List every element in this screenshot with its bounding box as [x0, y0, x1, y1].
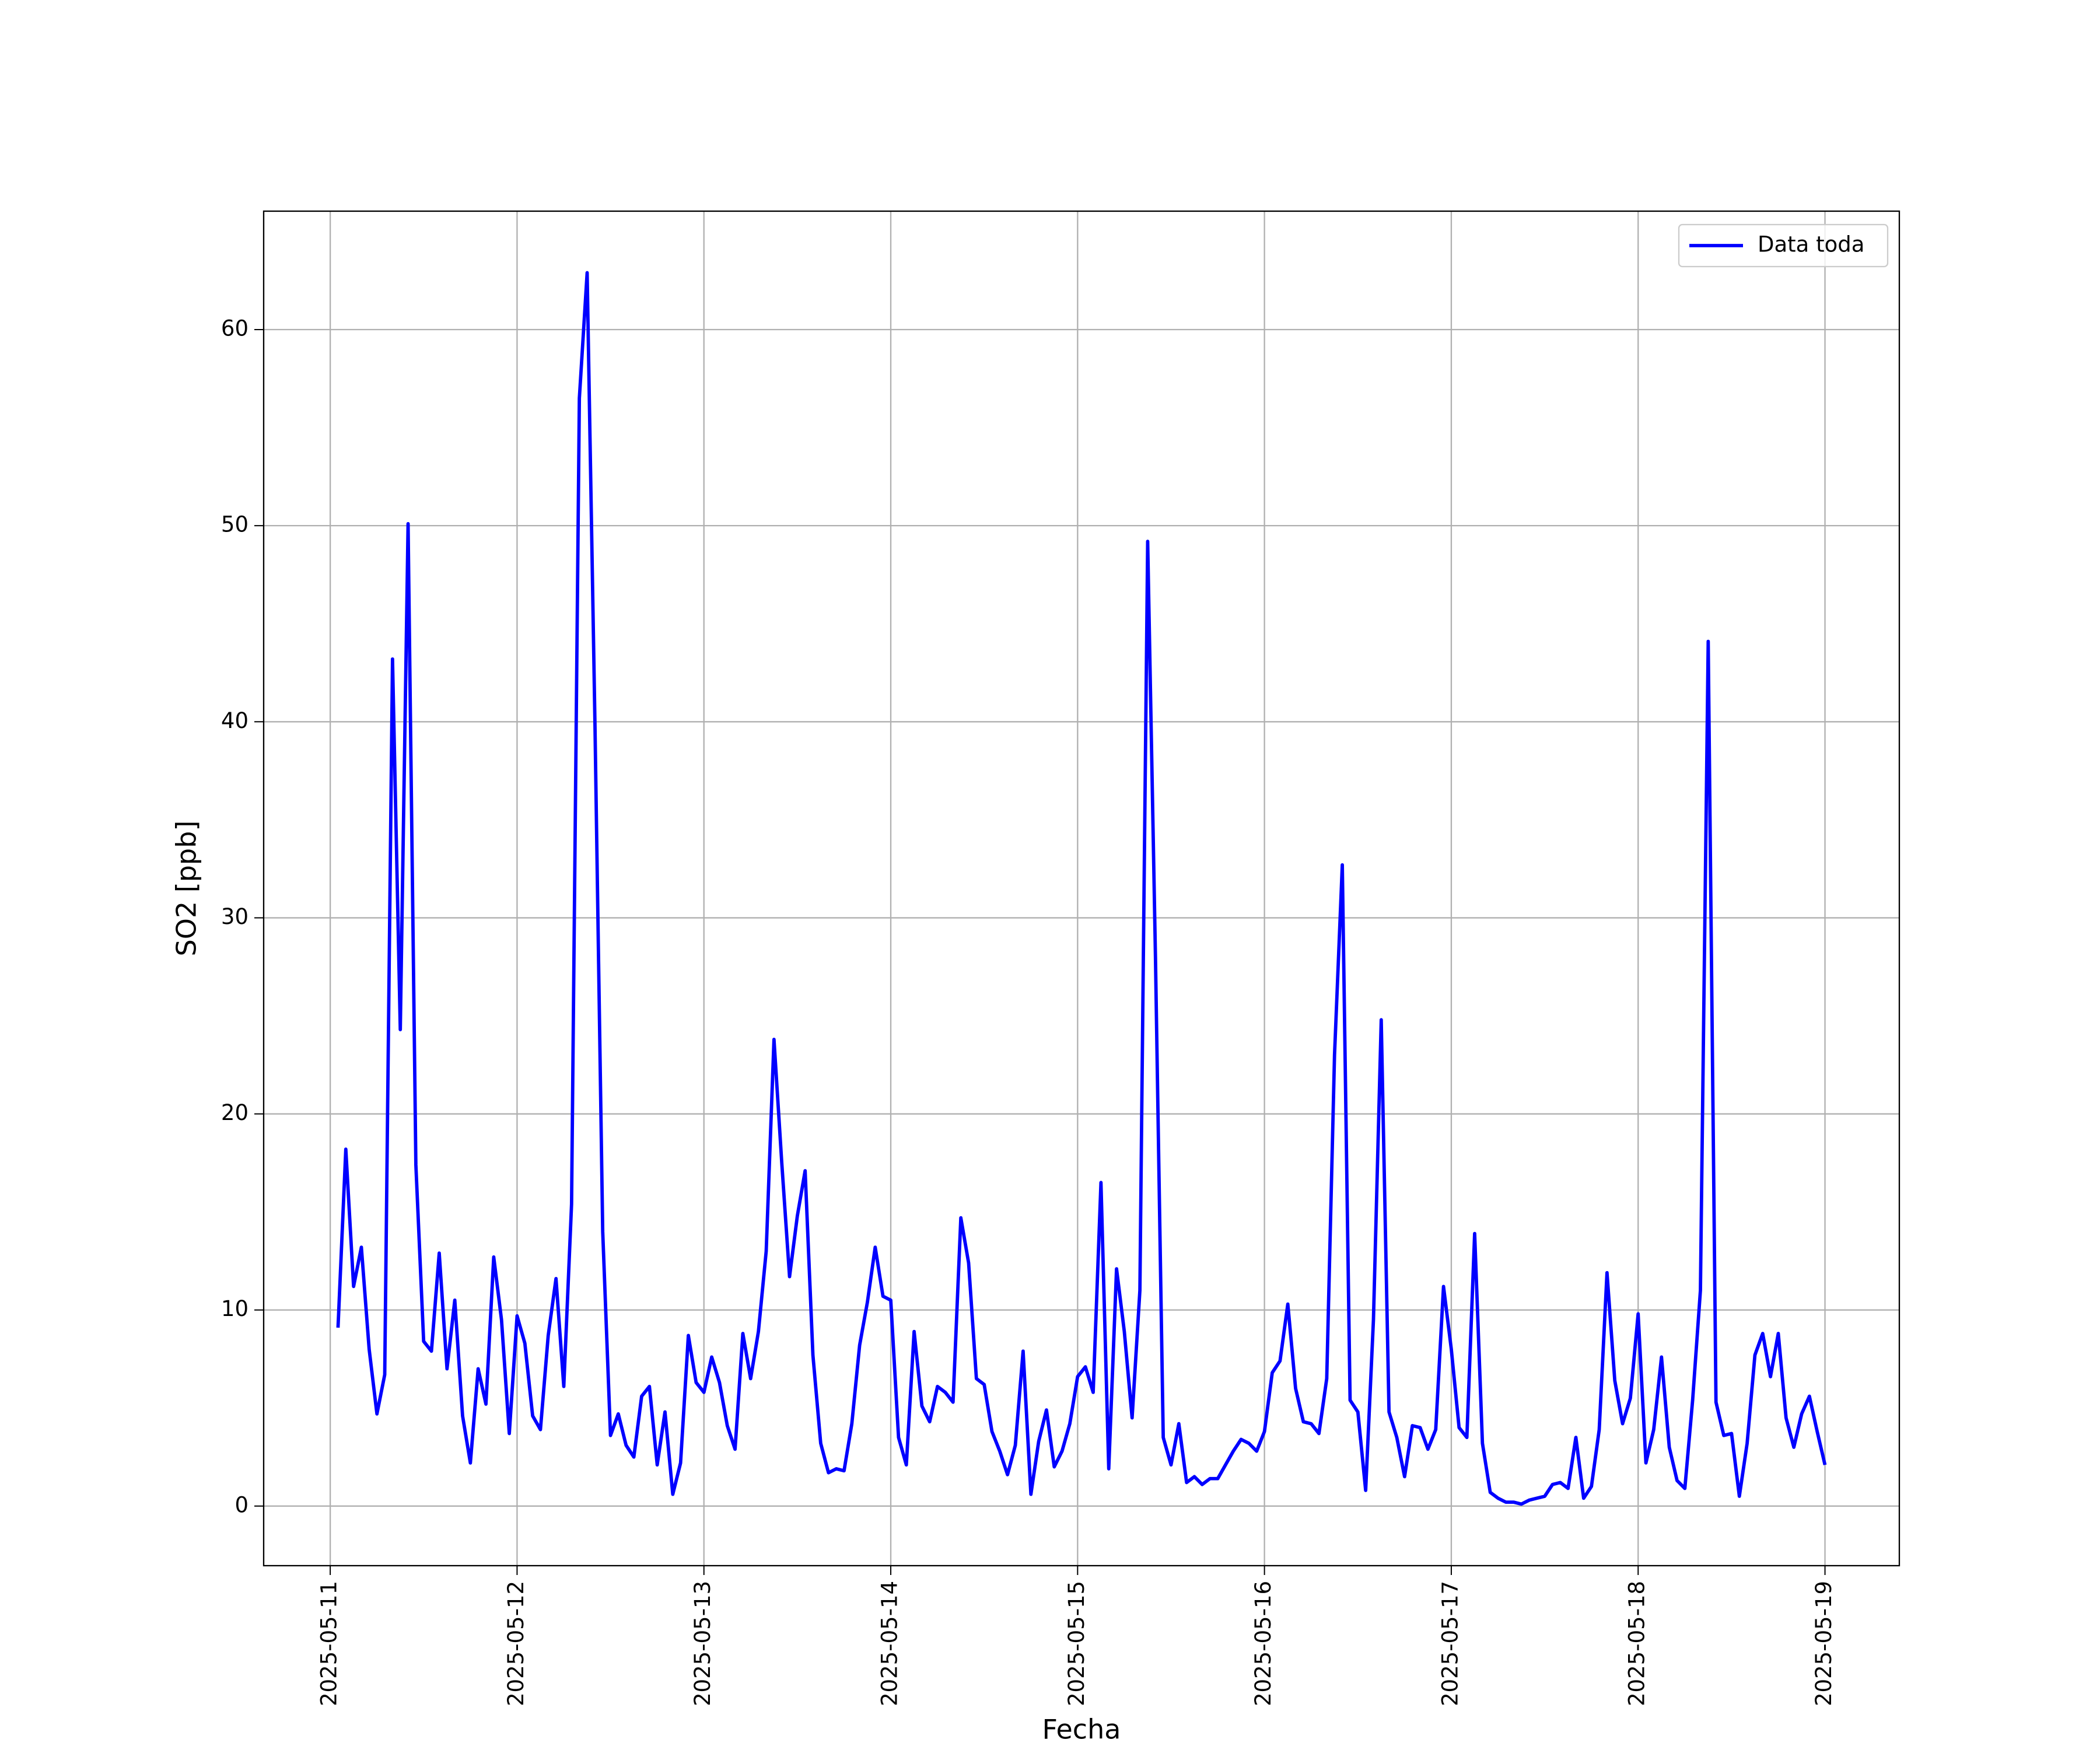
y-tick-label: 0 [235, 1492, 249, 1517]
legend: Data toda [1678, 223, 1889, 268]
x-tick-label: 2025-05-18 [1625, 1581, 1650, 1706]
y-tick-label: 20 [221, 1100, 249, 1125]
y-tick-label: 50 [221, 512, 249, 537]
x-tick-label: 2025-05-12 [503, 1581, 528, 1706]
y-axis-label: SO2 [ppb] [171, 821, 202, 957]
legend-box [1678, 223, 1889, 268]
x-tick-label: 2025-05-16 [1251, 1581, 1276, 1706]
x-tick-label: 2025-05-11 [317, 1581, 342, 1706]
x-tick-label: 2025-05-15 [1064, 1581, 1089, 1706]
plot-frame [262, 210, 1901, 1567]
data-line [336, 271, 1827, 1506]
y-tick-label: 40 [221, 708, 249, 733]
x-axis-label: Fecha [1042, 1714, 1121, 1745]
x-tick-label: 2025-05-14 [877, 1581, 902, 1706]
y-tick-label: 10 [221, 1296, 249, 1321]
x-tick-label: 2025-05-13 [690, 1581, 715, 1706]
legend-label: Data toda [1758, 232, 1864, 257]
y-tick-label: 30 [221, 904, 249, 929]
grid [264, 211, 1899, 1566]
plot [336, 271, 1827, 1506]
y-tick-label: 60 [221, 316, 249, 341]
x-tick-label: 2025-05-17 [1437, 1581, 1462, 1706]
x-tick-label: 2025-05-19 [1811, 1581, 1836, 1706]
